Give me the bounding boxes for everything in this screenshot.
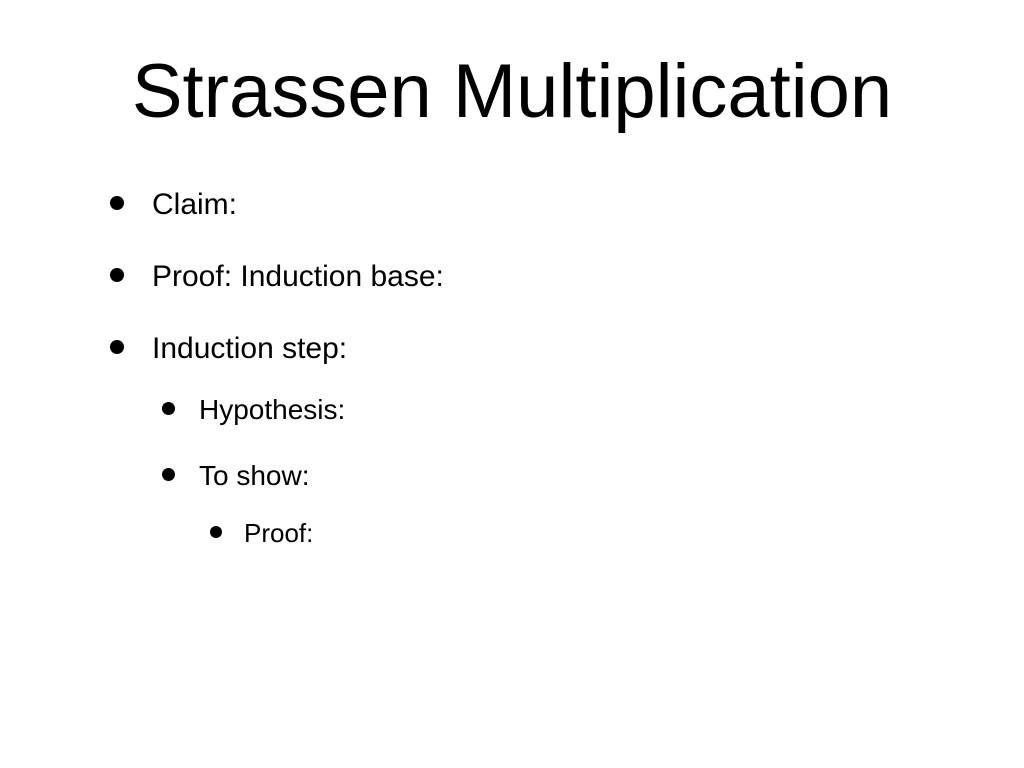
bullet-icon [162,468,175,481]
list-item: Claim: [110,188,444,222]
list-item: Proof: [210,518,444,549]
list-item: Induction step: Hypothesis: To show: Pro… [110,332,444,549]
bullet-icon [110,340,124,354]
bullet-text: To show: [199,460,310,491]
slide: Strassen Multiplication Claim: Proof: In… [0,0,1024,768]
bullet-text: Proof: Induction base: [152,260,444,293]
bullet-icon [210,526,222,538]
bullet-icon [110,196,124,210]
bullet-list-level1: Claim: Proof: Induction base: Induction … [110,188,444,587]
bullet-list-level2: Hypothesis: To show: Proof: [162,394,444,549]
list-item: Hypothesis: [162,394,444,426]
bullet-text: Induction step: [152,332,347,365]
bullet-icon [162,402,175,415]
bullet-text: Hypothesis: [199,394,345,425]
slide-title: Strassen Multiplication [0,48,1024,135]
bullet-list-level3: Proof: [210,518,444,549]
list-item: Proof: Induction base: [110,260,444,294]
bullet-text: Claim: [152,188,237,221]
list-item: To show: Proof: [162,460,444,549]
bullet-icon [110,268,124,282]
bullet-text: Proof: [244,518,313,548]
